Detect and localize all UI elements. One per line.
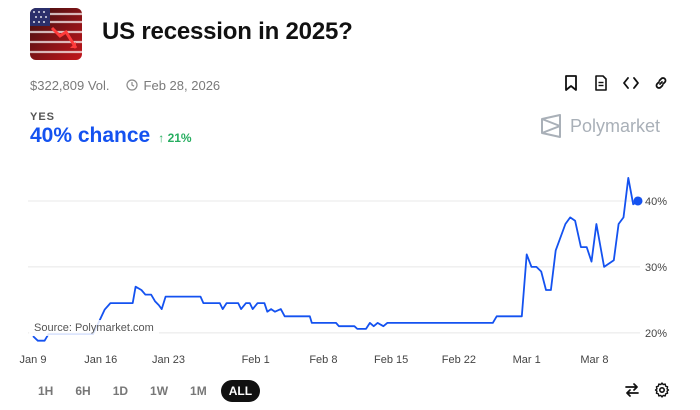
change-badge: ↑ 21% xyxy=(158,131,192,145)
y-axis: 20% 30% 40% xyxy=(645,196,667,340)
range-button-6h[interactable]: 6H xyxy=(75,384,91,398)
x-tick-label: Mar 8 xyxy=(580,354,608,366)
outcome-label: YES xyxy=(30,111,56,123)
chance-row: 40% chance ↑ 21% xyxy=(30,124,192,148)
range-button-1m[interactable]: 1M xyxy=(190,384,207,398)
x-tick-label: Jan 16 xyxy=(84,354,117,366)
swap-arrows-icon[interactable] xyxy=(624,382,640,398)
range-button-1w[interactable]: 1W xyxy=(150,384,169,398)
volume-text: $322,809 Vol. xyxy=(30,77,110,93)
bookmark-icon[interactable] xyxy=(562,74,580,92)
x-tick-label: Feb 22 xyxy=(442,354,476,366)
market-thumbnail xyxy=(30,8,82,60)
source-label: Source: Polymarket.com xyxy=(29,320,159,336)
y-tick-label: 20% xyxy=(645,328,667,340)
chart-grid xyxy=(28,200,640,334)
x-tick-label: Mar 1 xyxy=(513,354,541,366)
y-tick-label: 30% xyxy=(645,262,667,274)
time-range-selector: 1H 6H 1D 1W 1M ALL xyxy=(30,380,261,402)
yes-price-line xyxy=(32,176,639,342)
chart-controls xyxy=(624,382,670,398)
market-toolbar xyxy=(562,74,670,92)
brand-name: Polymarket xyxy=(569,115,660,136)
gear-icon[interactable] xyxy=(654,382,670,398)
current-price-marker xyxy=(633,196,643,206)
link-icon[interactable] xyxy=(652,74,670,92)
range-button-1d[interactable]: 1D xyxy=(112,384,129,398)
range-button-all[interactable]: ALL xyxy=(220,380,261,402)
market-title: US recession in 2025? xyxy=(102,18,353,45)
market-meta: $322,809 Vol. Feb 28, 2026 xyxy=(30,76,220,94)
polymarket-logo: Polymarket xyxy=(540,114,660,138)
x-tick-label: Feb 8 xyxy=(309,354,337,366)
x-axis: Jan 9 Jan 16 Jan 23 Feb 1 Feb 8 Feb 15 Feb 22 M… xyxy=(20,354,609,366)
document-icon[interactable] xyxy=(592,74,610,92)
range-button-1h[interactable]: 1H xyxy=(38,384,54,398)
clock-icon xyxy=(125,79,138,91)
price-chart: 20% 30% 40% Jan 9 Jan 16 Jan 23 Feb 1 Feb 8 Feb… xyxy=(0,160,700,370)
x-tick-label: Feb 1 xyxy=(242,354,270,366)
us-flag-recession-image xyxy=(30,8,82,60)
chart-svg: 20% 30% 40% Jan 9 Jan 16 Jan 23 Feb 1 Feb 8 Feb… xyxy=(20,176,667,366)
y-tick-label: 40% xyxy=(645,196,667,208)
end-date-text: Feb 28, 2026 xyxy=(143,77,221,93)
x-tick-label: Jan 23 xyxy=(152,354,185,366)
code-icon[interactable] xyxy=(622,74,640,92)
x-tick-label: Jan 9 xyxy=(20,354,47,366)
polymarket-icon xyxy=(540,114,561,138)
chance-text: 40% chance xyxy=(30,124,151,147)
chart-series xyxy=(32,176,643,342)
x-tick-label: Feb 15 xyxy=(374,354,408,366)
